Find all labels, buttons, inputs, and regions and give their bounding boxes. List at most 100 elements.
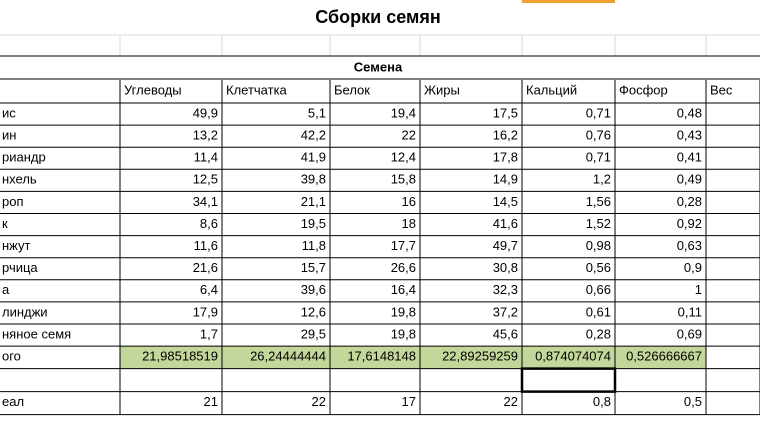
row-label: к [2, 216, 8, 231]
cell-value: 0,76 [586, 128, 611, 143]
cell-value: 0,71 [586, 150, 611, 165]
cell-value: 21,6 [193, 260, 218, 275]
cell-value: 42,2 [301, 128, 326, 143]
cell-value: 0,28 [677, 194, 702, 209]
cell-value: 45,6 [493, 326, 518, 341]
cell-value: 19,5 [301, 216, 326, 231]
cell-value: 1,7 [200, 326, 218, 341]
cell-value: 13,2 [193, 128, 218, 143]
cell-value: 0,69 [677, 326, 702, 341]
cell-value: 16 [402, 194, 416, 209]
cell-value: 22,89259259 [442, 349, 518, 364]
cell-value: 15,8 [391, 172, 416, 187]
cell-value: 17,5 [493, 105, 518, 120]
cell-value: 39,8 [301, 172, 326, 187]
cell-value: 0,92 [677, 216, 702, 231]
column-header: Жиры [424, 82, 460, 97]
cell-value: 22 [312, 394, 326, 409]
cell-value: 0,11 [678, 304, 702, 319]
row-label: ого [2, 349, 21, 364]
cell-value: 0,9 [684, 260, 702, 275]
cell-value: 22 [504, 394, 518, 409]
cell-value: 11,8 [302, 238, 326, 253]
cell-value: 0,66 [586, 282, 611, 297]
cell-value: 0,874074074 [535, 349, 611, 364]
cell-value: 0,56 [586, 260, 611, 275]
cell-value: 22 [402, 128, 416, 143]
column-header: Белок [334, 82, 370, 97]
row-label: а [2, 282, 10, 297]
cell-value: 21 [204, 394, 218, 409]
column-header: Клетчатка [226, 82, 288, 97]
cell-value: 12,4 [391, 150, 416, 165]
cell-value: 16,2 [493, 128, 518, 143]
cell-value: 6,4 [200, 282, 218, 297]
cell-value: 21,98518519 [142, 349, 218, 364]
cell-value: 30,8 [493, 260, 518, 275]
cell-value: 0,63 [677, 238, 702, 253]
sheet-title: Сборки семян [315, 7, 440, 27]
cell-value: 19,8 [391, 326, 416, 341]
row-label: нхель [2, 172, 37, 187]
cell-value: 29,5 [301, 326, 326, 341]
cell-value: 37,2 [493, 304, 518, 319]
column-header: Вес [710, 82, 733, 97]
row-label: ис [2, 105, 16, 120]
cell-value: 34,1 [193, 194, 218, 209]
row-label: няное семя [2, 326, 71, 341]
cell-value: 49,9 [193, 105, 218, 120]
cell-value: 17 [402, 394, 416, 409]
cell-value: 26,6 [391, 260, 416, 275]
cell-value: 41,9 [301, 150, 326, 165]
cell-value: 49,7 [493, 238, 518, 253]
row-label: нжут [2, 238, 31, 253]
cell-value: 0,49 [677, 172, 702, 187]
column-header: Кальций [526, 82, 577, 97]
cell-value: 11,4 [194, 150, 218, 165]
cell-value: 14,9 [493, 172, 518, 187]
section-title: Семена [354, 59, 403, 74]
row-label: риандр [2, 150, 46, 165]
cell-value: 21,1 [301, 194, 326, 209]
cell-value: 0,28 [586, 326, 611, 341]
cell-value: 16,4 [391, 282, 416, 297]
cell-value: 1,2 [593, 172, 611, 187]
cell-value: 17,6148148 [347, 349, 416, 364]
cell-value: 5,1 [308, 105, 326, 120]
cell-value: 26,24444444 [250, 349, 326, 364]
row-label: еал [2, 394, 24, 409]
total-row-fill [120, 346, 706, 369]
cell-value: 32,3 [493, 282, 518, 297]
cell-value: 18 [402, 216, 416, 231]
cell-value: 0,71 [586, 105, 611, 120]
cell-value: 0,98 [586, 238, 611, 253]
cell-value: 12,5 [193, 172, 218, 187]
column-header: Углеводы [124, 82, 182, 97]
cell-value: 19,4 [391, 105, 416, 120]
cell-value: 19,8 [391, 304, 416, 319]
row-label: рчица [2, 260, 38, 275]
cell-value: 0,61 [586, 304, 611, 319]
cell-value: 0,5 [684, 394, 702, 409]
cell-value: 39,6 [301, 282, 326, 297]
cell-value: 41,6 [493, 216, 518, 231]
cell-value: 0,48 [677, 105, 702, 120]
cell-value: 17,8 [493, 150, 518, 165]
cell-value: 0,526666667 [626, 349, 702, 364]
cell-value: 0,41 [677, 150, 702, 165]
cell-value: 14,5 [493, 194, 518, 209]
cell-value: 8,6 [200, 216, 218, 231]
cell-value: 11,6 [194, 238, 218, 253]
row-label: ин [2, 128, 16, 143]
cell-value: 1,56 [586, 194, 611, 209]
column-header: Фосфор [619, 82, 668, 97]
cell-value: 1,52 [586, 216, 611, 231]
cell-value: 17,9 [193, 304, 218, 319]
cell-value: 1 [695, 282, 702, 297]
row-label: линджи [2, 304, 48, 319]
cell-value: 0,43 [677, 128, 702, 143]
selected-column-marker [522, 0, 615, 3]
cell-value: 12,6 [301, 304, 326, 319]
cell-value: 17,7 [391, 238, 416, 253]
selected-cell [520, 367, 617, 393]
